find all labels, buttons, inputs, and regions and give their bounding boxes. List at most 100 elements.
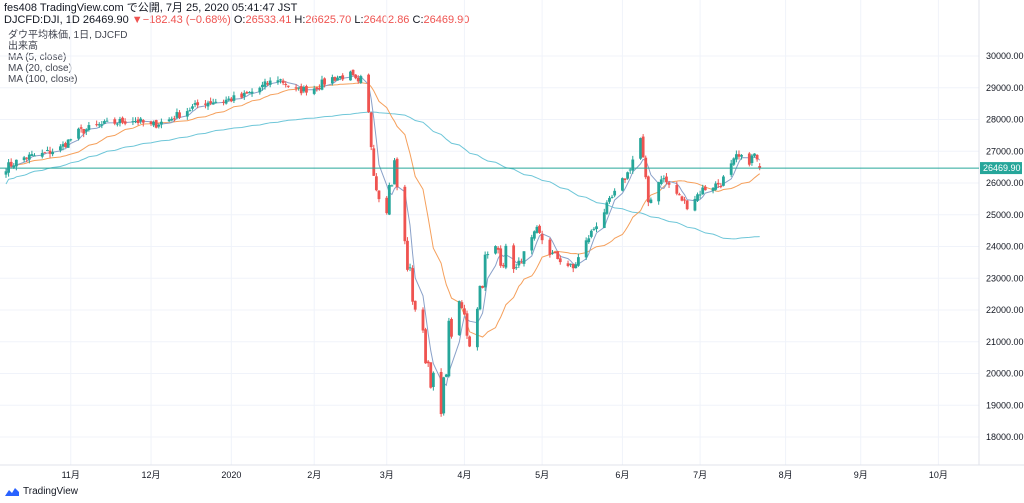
candle-body: [103, 121, 106, 124]
ma-line-path: [5, 82, 761, 338]
candle: [248, 91, 251, 94]
candle: [683, 196, 686, 204]
time-tick-label: 7月: [693, 470, 707, 480]
candle: [84, 128, 88, 136]
candle: [349, 70, 352, 81]
candle: [468, 335, 472, 348]
candle: [623, 178, 627, 184]
candle: [722, 175, 725, 187]
brand-footer[interactable]: TradingView: [4, 486, 78, 497]
candle-body: [286, 85, 290, 87]
candle-body: [460, 302, 464, 309]
candle: [390, 184, 394, 187]
candle-body: [154, 120, 158, 128]
candle: [732, 157, 736, 167]
candle: [196, 99, 200, 109]
candle: [444, 373, 448, 378]
candle: [229, 96, 233, 103]
change-value: −182.43 (−0.68%): [142, 14, 231, 26]
candle: [341, 73, 345, 82]
candle: [139, 117, 143, 124]
candle: [167, 117, 171, 122]
candle-body: [22, 157, 26, 161]
candle: [532, 230, 536, 241]
candle-body: [315, 87, 319, 90]
candle-body: [734, 154, 738, 160]
candle-body: [27, 154, 31, 160]
candle: [424, 327, 427, 364]
candle: [447, 317, 451, 378]
candle: [51, 148, 55, 157]
candle: [372, 144, 376, 177]
candle-body: [685, 200, 689, 210]
candle: [486, 251, 490, 259]
candle-body: [79, 127, 83, 129]
candle-body: [359, 76, 363, 83]
legend-ma100[interactable]: MA (100, close): [8, 74, 78, 85]
candle: [621, 177, 624, 192]
candle-body: [592, 228, 596, 230]
legend-ma20[interactable]: MA (20, close): [8, 63, 72, 74]
candle-body: [703, 186, 707, 191]
brand-name: TradingView: [23, 486, 79, 497]
candle-body: [157, 124, 161, 127]
candle-body: [222, 101, 225, 103]
candle-body: [439, 372, 443, 415]
candle: [556, 250, 560, 260]
candle: [69, 138, 73, 142]
candle-body: [58, 146, 62, 151]
candle: [685, 199, 689, 211]
candle-body: [284, 84, 288, 86]
legend-volume[interactable]: 出来高: [8, 41, 38, 52]
price-axis[interactable]: 18000.00 19000.00 20000.00 21000.00 22000.00…: [986, 51, 1024, 442]
candle: [374, 173, 378, 192]
candle-body: [623, 178, 627, 181]
legend-title[interactable]: ダウ平均株価, 1日, DJCFD: [8, 30, 128, 41]
candle-body: [659, 179, 663, 185]
legend-ma5[interactable]: MA (5, close): [8, 52, 67, 63]
candle: [387, 182, 391, 216]
price-tick-label: 21000.00: [986, 337, 1024, 347]
candle-body: [595, 226, 598, 230]
candle: [475, 307, 479, 351]
price-tick-label: 19000.00: [986, 400, 1024, 410]
candle: [478, 285, 482, 311]
candle: [136, 116, 140, 126]
candle-body: [576, 257, 580, 266]
candle-body: [268, 80, 272, 85]
candle-body: [4, 171, 8, 175]
candle-body: [82, 128, 86, 134]
candle-body: [97, 124, 101, 126]
time-tick-label: 2020: [221, 470, 241, 480]
candle: [157, 123, 161, 129]
candle-body: [483, 254, 487, 288]
candle: [227, 96, 231, 102]
candle: [100, 121, 104, 129]
candle-body: [118, 118, 122, 124]
candle-body: [755, 154, 759, 160]
candle: [369, 111, 373, 151]
candle-body: [385, 197, 389, 214]
candle-body: [662, 178, 666, 180]
candle: [610, 194, 614, 199]
candle-body: [175, 112, 179, 118]
candle-body: [242, 92, 246, 97]
candle-body: [336, 77, 339, 81]
candle: [82, 128, 86, 138]
candle: [403, 184, 407, 245]
candle: [592, 227, 596, 231]
candle-body: [406, 240, 409, 270]
candle-body: [302, 86, 306, 92]
candle-body: [478, 285, 482, 310]
candle: [701, 184, 705, 195]
open-label: O:: [233, 14, 246, 26]
candle-body: [224, 99, 228, 104]
candle-body: [330, 77, 334, 84]
candle: [77, 127, 80, 141]
candle: [266, 81, 269, 86]
candle: [66, 139, 70, 148]
time-axis[interactable]: 11月 12月 2020 2月 3月 4月 5月 6月 7月 8月 9月 10月: [62, 470, 948, 480]
candle-body: [263, 81, 267, 87]
candle: [613, 188, 617, 198]
